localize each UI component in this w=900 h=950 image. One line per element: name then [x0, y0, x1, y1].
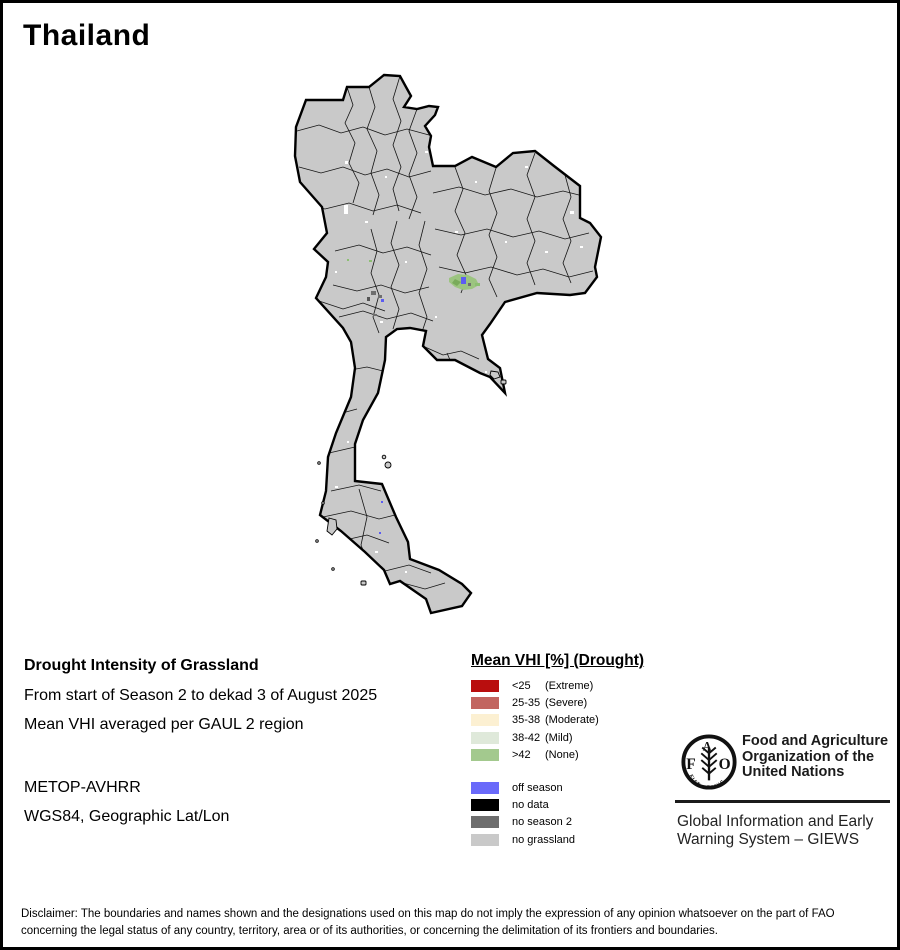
fao-giews-divider — [675, 800, 890, 803]
legend-row: no season 2 — [471, 814, 644, 831]
legend-label: (None) — [545, 749, 579, 762]
legend-range: 35-38 — [512, 714, 541, 727]
legend-row: no grassland — [471, 831, 644, 848]
wheat-ear-icon — [700, 746, 718, 781]
period-line: From start of Season 2 to dekad 3 of Aug… — [24, 687, 378, 704]
legend-row: no data — [471, 796, 644, 813]
legend-swatch — [471, 679, 499, 692]
legend-label: (Moderate) — [545, 714, 599, 727]
sensor-line: METOP-AVHRR — [24, 779, 141, 796]
legend-swatch — [471, 816, 499, 829]
fao-logo-letter-f: F — [686, 756, 695, 773]
legend-swatch — [471, 799, 499, 812]
legend-label: no season 2 — [512, 816, 572, 829]
legend-swatch — [471, 833, 499, 846]
fao-logo-letter-o: O — [719, 756, 731, 773]
country-outline — [293, 73, 603, 615]
fao-name: Food and Agriculture Organization of the… — [742, 733, 889, 780]
islands — [315, 370, 507, 586]
giews-name: Global Information and Early Warning Sys… — [677, 813, 874, 848]
legend-label: (Extreme) — [545, 679, 594, 692]
legend-label: off season — [512, 781, 563, 794]
legend-swatch — [471, 697, 499, 710]
legend-title: Mean VHI [%] (Drought) — [471, 652, 645, 669]
legend-swatch — [471, 749, 499, 762]
legend-row: 25-35 (Severe) — [471, 694, 644, 711]
legend-range: 25-35 — [512, 697, 541, 710]
legend-range: 38-42 — [512, 731, 541, 744]
legend-label: (Mild) — [545, 731, 573, 744]
legend-swatch — [471, 731, 499, 744]
vhi-highlight-patches — [347, 259, 480, 534]
legend: Mean VHI [%] (Drought) <25 (Extreme) 25-35… — [471, 652, 644, 849]
legend-extra-rows: off season no data no season 2 no grassland — [471, 779, 644, 849]
thailand-map-svg — [293, 73, 603, 615]
fao-logo-motto: FIAT · PANIS — [687, 774, 725, 791]
method-line: Mean VHI averaged per GAUL 2 region — [24, 716, 304, 733]
legend-row: 38-42 (Mild) — [471, 729, 644, 746]
thailand-map — [275, 71, 620, 616]
page-title: Thailand — [23, 19, 151, 52]
fao-logo: F A O FIAT · PANIS — [681, 734, 737, 791]
legend-range: >42 — [512, 749, 531, 762]
map-info-block: Drought Intensity of Grassland From star… — [24, 657, 377, 837]
legend-range: <25 — [512, 679, 531, 692]
legend-label: no grassland — [512, 833, 575, 846]
legend-label: no data — [512, 799, 549, 812]
legend-row: <25 (Extreme) — [471, 677, 644, 694]
projection-line: WGS84, Geographic Lat/Lon — [24, 808, 230, 825]
no-data-speckles — [335, 151, 583, 573]
legend-label: (Severe) — [545, 697, 588, 710]
svg-text:FIAT · PANIS: FIAT · PANIS — [687, 774, 726, 791]
fao-logo-letter-a: A — [703, 739, 712, 753]
legend-row: >42 (None) — [471, 747, 644, 764]
legend-swatch — [471, 714, 499, 727]
legend-class-rows: <25 (Extreme) 25-35 (Severe) 35-38 (Moderate)… — [471, 677, 644, 764]
legend-swatch — [471, 781, 499, 794]
legend-row: off season — [471, 779, 644, 796]
disclaimer: Disclaimer: The boundaries and names sho… — [21, 908, 835, 937]
map-subtitle: Drought Intensity of Grassland — [24, 657, 259, 674]
legend-row: 35-38 (Moderate) — [471, 712, 644, 729]
